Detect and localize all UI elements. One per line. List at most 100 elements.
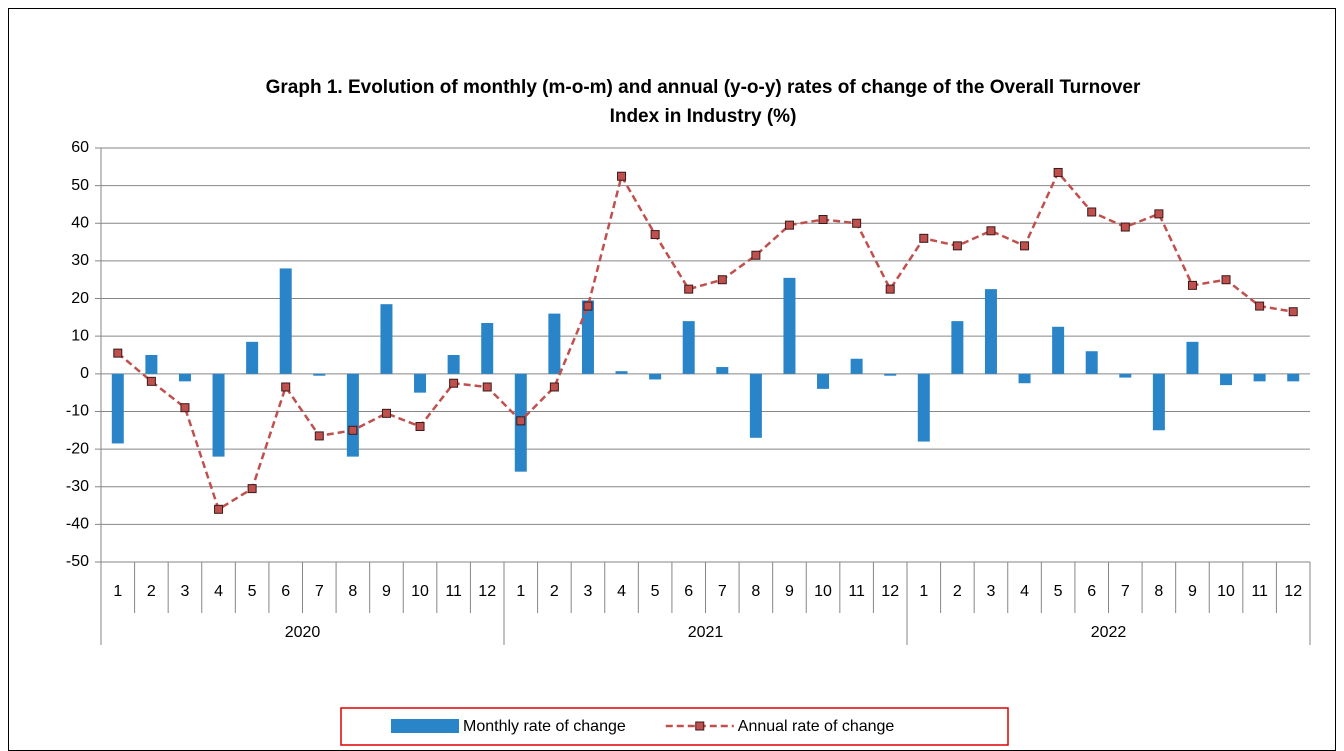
bar xyxy=(817,373,830,389)
y-tick-label: 20 xyxy=(71,290,89,307)
x-group-label: 2020 xyxy=(285,624,321,641)
line xyxy=(116,170,1294,512)
bar xyxy=(615,371,628,374)
marker xyxy=(784,220,794,230)
x-tick-label: 9 xyxy=(382,583,391,600)
marker xyxy=(684,284,694,294)
marker xyxy=(482,382,492,392)
bar xyxy=(716,367,729,374)
bar xyxy=(884,373,897,376)
x-tick-label: 8 xyxy=(348,583,357,600)
x-tick-label: 1 xyxy=(113,583,122,600)
y-tick-label: 0 xyxy=(80,365,89,382)
bar xyxy=(649,373,662,380)
x-tick-label: 2 xyxy=(147,583,156,600)
bar xyxy=(313,373,326,376)
x-tick-label: 7 xyxy=(315,583,324,600)
bar xyxy=(279,268,292,374)
bar xyxy=(581,300,594,374)
marker xyxy=(314,431,324,441)
x-tick-label: 5 xyxy=(651,583,660,600)
chart-title: Index in Industry (%) xyxy=(610,106,797,127)
marker xyxy=(1221,275,1231,285)
marker xyxy=(549,382,559,392)
bar xyxy=(380,304,393,374)
marker xyxy=(516,416,526,426)
x-tick-label: 6 xyxy=(281,583,290,600)
bar xyxy=(1186,341,1199,374)
y-tick-label: -10 xyxy=(66,403,89,420)
y-tick-label: 30 xyxy=(71,252,89,269)
x-tick-label: 8 xyxy=(751,583,760,600)
marker xyxy=(1120,222,1130,232)
x-tick-label: 2 xyxy=(953,583,962,600)
legend-marker xyxy=(695,721,705,731)
y-tick-label: 10 xyxy=(71,327,89,344)
bar xyxy=(1119,373,1132,378)
x-tick-label: 5 xyxy=(1054,583,1063,600)
bar xyxy=(481,323,494,374)
x-tick-label: 11 xyxy=(848,583,865,600)
marker xyxy=(381,408,391,418)
legend-label: Monthly rate of change xyxy=(463,718,626,735)
marker xyxy=(919,233,929,243)
y-tick-label: 60 xyxy=(71,139,89,156)
x-tick-label: 3 xyxy=(181,583,190,600)
x-group-label: 2022 xyxy=(1091,624,1127,641)
x-tick-label: 3 xyxy=(987,583,996,600)
marker xyxy=(583,301,593,311)
y-tick-label: -40 xyxy=(66,516,89,533)
y-tick-label: -50 xyxy=(66,553,89,570)
marker xyxy=(146,376,156,386)
x-tick-label: 7 xyxy=(718,583,727,600)
x-tick-label: 5 xyxy=(248,583,257,600)
bar xyxy=(246,341,259,374)
x-tick-label: 1 xyxy=(919,583,928,600)
marker xyxy=(885,284,895,294)
x-group-label: 2021 xyxy=(688,624,724,641)
bar xyxy=(783,277,796,374)
x-tick-label: 3 xyxy=(584,583,593,600)
marker xyxy=(717,275,727,285)
bar xyxy=(1018,373,1031,384)
marker xyxy=(818,215,828,225)
x-tick-label: 10 xyxy=(814,583,832,600)
marker xyxy=(1154,209,1164,219)
x-tick-label: 4 xyxy=(214,583,223,600)
bar xyxy=(917,373,930,442)
y-tick-label: -30 xyxy=(66,478,89,495)
marker xyxy=(247,484,257,494)
bar xyxy=(850,358,863,374)
marker xyxy=(986,226,996,236)
bar xyxy=(1052,326,1065,374)
bar xyxy=(548,313,561,374)
bar xyxy=(1287,373,1300,382)
marker xyxy=(1087,207,1097,217)
x-tick-label: 12 xyxy=(1284,583,1302,600)
bar xyxy=(346,373,359,457)
bar xyxy=(1085,351,1098,374)
bar xyxy=(178,373,191,382)
marker xyxy=(1053,167,1063,177)
x-tick-label: 11 xyxy=(445,583,462,600)
marker xyxy=(852,218,862,228)
bar xyxy=(951,321,964,374)
y-tick-label: 50 xyxy=(71,177,89,194)
marker xyxy=(952,241,962,251)
bar xyxy=(984,289,997,374)
marker xyxy=(348,425,358,435)
x-tick-label: 10 xyxy=(1217,583,1235,600)
marker xyxy=(449,378,459,388)
marker xyxy=(281,382,291,392)
chart-border xyxy=(8,8,1336,751)
x-tick-label: 7 xyxy=(1121,583,1130,600)
marker xyxy=(1255,301,1265,311)
x-tick-label: 9 xyxy=(785,583,794,600)
bar xyxy=(1253,373,1266,382)
chart-title: Graph 1. Evolution of monthly (m-o-m) an… xyxy=(266,77,1141,98)
bar xyxy=(1152,373,1165,431)
legend-label: Annual rate of change xyxy=(738,718,895,735)
x-tick-label: 4 xyxy=(617,583,626,600)
marker xyxy=(180,403,190,413)
